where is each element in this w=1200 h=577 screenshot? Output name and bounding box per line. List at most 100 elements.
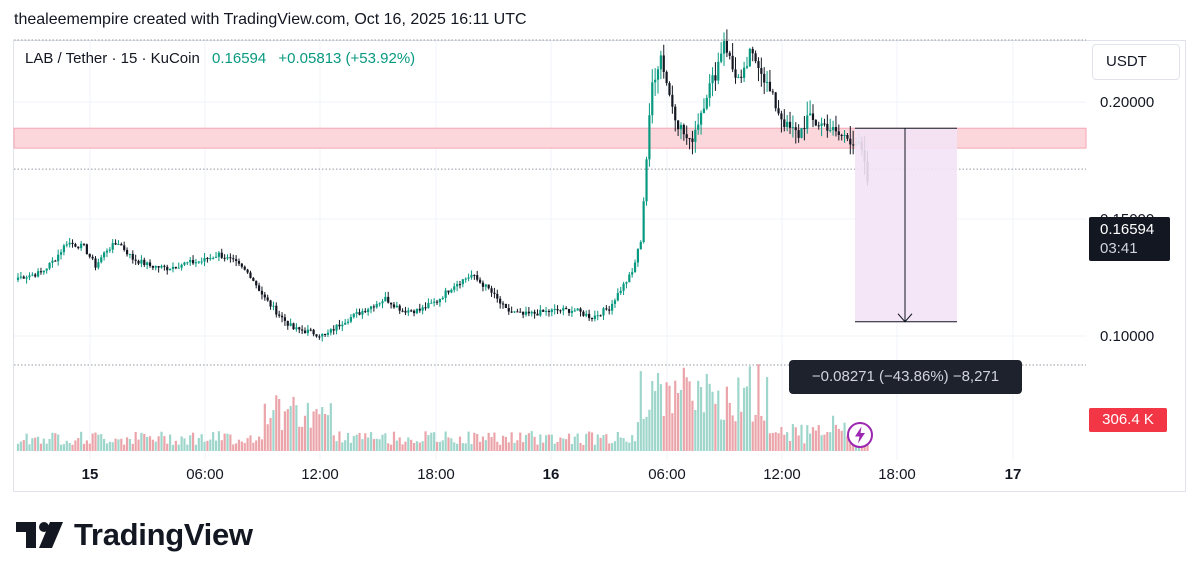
candle-body[interactable]: [166, 266, 169, 271]
candle-body[interactable]: [42, 270, 45, 273]
candle-body[interactable]: [235, 259, 238, 261]
currency-selector[interactable]: USDT: [1092, 44, 1180, 80]
candle-body[interactable]: [522, 311, 525, 315]
candle-body[interactable]: [395, 305, 398, 308]
resistance-zone[interactable]: [13, 127, 1087, 149]
candle-body[interactable]: [100, 257, 103, 263]
candle-body[interactable]: [628, 274, 631, 283]
candle-body[interactable]: [180, 264, 183, 268]
candle-body[interactable]: [751, 48, 754, 54]
candle-body[interactable]: [16, 277, 20, 280]
candle-body[interactable]: [780, 113, 783, 120]
candle-body[interactable]: [39, 271, 43, 273]
candle-body[interactable]: [777, 108, 780, 114]
candle-body[interactable]: [499, 298, 502, 304]
candle-body[interactable]: [688, 138, 691, 140]
candle-body[interactable]: [214, 256, 218, 258]
candle-body[interactable]: [280, 315, 284, 318]
candle-body[interactable]: [321, 334, 324, 337]
candle-body[interactable]: [200, 261, 203, 263]
candle-body[interactable]: [800, 128, 803, 138]
candle-body[interactable]: [123, 245, 126, 250]
candle-body[interactable]: [533, 311, 536, 314]
candle-body[interactable]: [788, 121, 792, 128]
candle-body[interactable]: [346, 321, 350, 323]
candle-body[interactable]: [467, 277, 470, 279]
candle-body[interactable]: [189, 260, 192, 263]
candle-body[interactable]: [323, 334, 327, 336]
candle-body[interactable]: [524, 311, 528, 315]
candle-body[interactable]: [722, 41, 726, 54]
candle-body[interactable]: [550, 309, 553, 313]
candle-body[interactable]: [691, 138, 694, 142]
candle-body[interactable]: [88, 253, 91, 257]
candle-body[interactable]: [430, 302, 433, 304]
candle-body[interactable]: [335, 324, 338, 331]
candle-body[interactable]: [140, 259, 143, 264]
candle-body[interactable]: [433, 301, 436, 303]
candle-body[interactable]: [834, 127, 838, 132]
candle-body[interactable]: [651, 82, 654, 116]
candle-body[interactable]: [771, 91, 774, 93]
candle-body[interactable]: [295, 327, 298, 330]
candle-body[interactable]: [418, 308, 421, 311]
candle-body[interactable]: [737, 76, 740, 78]
candle-body[interactable]: [513, 311, 516, 313]
candle-body[interactable]: [731, 55, 734, 70]
candle-body[interactable]: [34, 274, 37, 277]
candle-body[interactable]: [390, 302, 393, 305]
candle-body[interactable]: [31, 274, 34, 276]
candle-body[interactable]: [266, 297, 269, 301]
candle-body[interactable]: [303, 330, 307, 334]
candle-body[interactable]: [243, 266, 246, 270]
candle-body[interactable]: [25, 277, 28, 279]
candle-body[interactable]: [714, 75, 717, 81]
candle-body[interactable]: [610, 303, 614, 311]
candle-body[interactable]: [387, 296, 390, 303]
candle-body[interactable]: [783, 119, 786, 128]
candle-body[interactable]: [464, 278, 467, 280]
candle-body[interactable]: [278, 314, 281, 316]
candle-body[interactable]: [306, 329, 309, 334]
candle-body[interactable]: [682, 124, 685, 135]
candle-body[interactable]: [424, 307, 427, 309]
candle-body[interactable]: [605, 308, 608, 310]
candle-body[interactable]: [177, 267, 180, 269]
candle-body[interactable]: [151, 265, 154, 268]
candle-body[interactable]: [45, 268, 48, 271]
candle-body[interactable]: [579, 308, 582, 312]
candle-body[interactable]: [826, 123, 829, 131]
candle-body[interactable]: [444, 290, 447, 298]
candle-body[interactable]: [28, 275, 31, 278]
candle-body[interactable]: [616, 292, 619, 301]
candle-body[interactable]: [837, 131, 840, 135]
candle-body[interactable]: [57, 254, 60, 262]
candle-body[interactable]: [82, 243, 86, 245]
candle-body[interactable]: [114, 243, 117, 245]
candle-body[interactable]: [315, 334, 318, 337]
candle-body[interactable]: [378, 303, 381, 305]
candle-body[interactable]: [191, 260, 195, 264]
candle-body[interactable]: [74, 244, 77, 247]
candle-body[interactable]: [473, 274, 476, 276]
candle-body[interactable]: [171, 266, 175, 269]
candle-body[interactable]: [593, 315, 596, 320]
candle-body[interactable]: [814, 119, 817, 126]
candle-body[interactable]: [283, 317, 287, 321]
candle-body[interactable]: [516, 311, 519, 313]
candle-body[interactable]: [404, 310, 407, 313]
candle-body[interactable]: [470, 274, 473, 278]
candle-body[interactable]: [740, 76, 743, 78]
candle-body[interactable]: [596, 315, 599, 317]
candle-body[interactable]: [711, 75, 714, 84]
candle-body[interactable]: [344, 322, 347, 325]
candle-body[interactable]: [527, 311, 530, 314]
candle-body[interactable]: [77, 246, 80, 249]
candle-body[interactable]: [59, 252, 63, 255]
candle-body[interactable]: [146, 262, 149, 265]
candle-body[interactable]: [671, 94, 674, 107]
candle-body[interactable]: [797, 130, 800, 138]
candle-body[interactable]: [260, 290, 264, 295]
candle-body[interactable]: [481, 282, 485, 287]
candle-body[interactable]: [226, 257, 229, 259]
